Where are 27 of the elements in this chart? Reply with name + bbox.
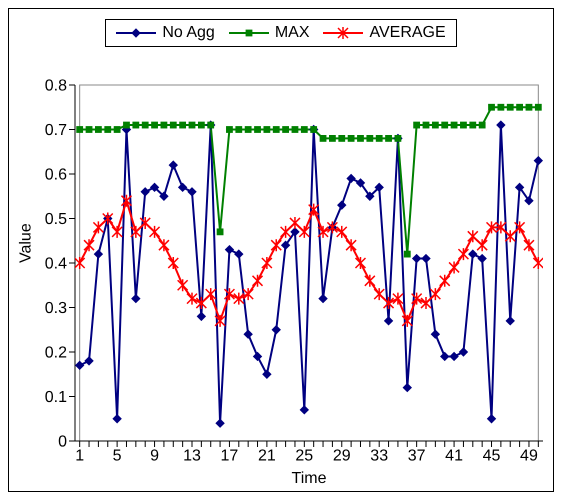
x-tick-label: 1: [75, 447, 84, 464]
x-tick-label: 29: [332, 447, 351, 464]
y-tick-label: 0.5: [44, 211, 68, 228]
legend-label: AVERAGE: [369, 24, 446, 42]
x-tick-label: 41: [445, 447, 464, 464]
x-tick-label: 25: [295, 447, 314, 464]
y-tick-label: 0.3: [44, 300, 68, 318]
y-tick-label: 0.6: [44, 166, 68, 184]
legend-label: No Agg: [162, 24, 215, 42]
y-tick-label: 0.4: [44, 256, 68, 273]
x-tick-label: 9: [150, 447, 160, 464]
y-axis-title: Value: [18, 223, 35, 263]
x-axis-title: Time: [292, 470, 327, 487]
x-tick-label: 17: [220, 447, 238, 464]
legend-label: MAX: [274, 24, 310, 42]
x-tick-label: 13: [183, 447, 201, 464]
y-tick-label: 0.2: [44, 344, 68, 362]
x-tick-label: 37: [408, 447, 426, 464]
y-tick-label: 0.1: [44, 389, 68, 406]
y-tick-label: 0.7: [44, 122, 68, 140]
x-tick-label: 33: [370, 447, 388, 464]
y-tick-label: 0: [58, 434, 68, 451]
x-tick-label: 21: [258, 447, 276, 464]
y-tick-label: 0.8: [44, 78, 68, 95]
x-tick-label: 49: [520, 447, 538, 464]
x-tick-label: 45: [482, 447, 501, 464]
x-tick-label: 5: [112, 447, 122, 464]
